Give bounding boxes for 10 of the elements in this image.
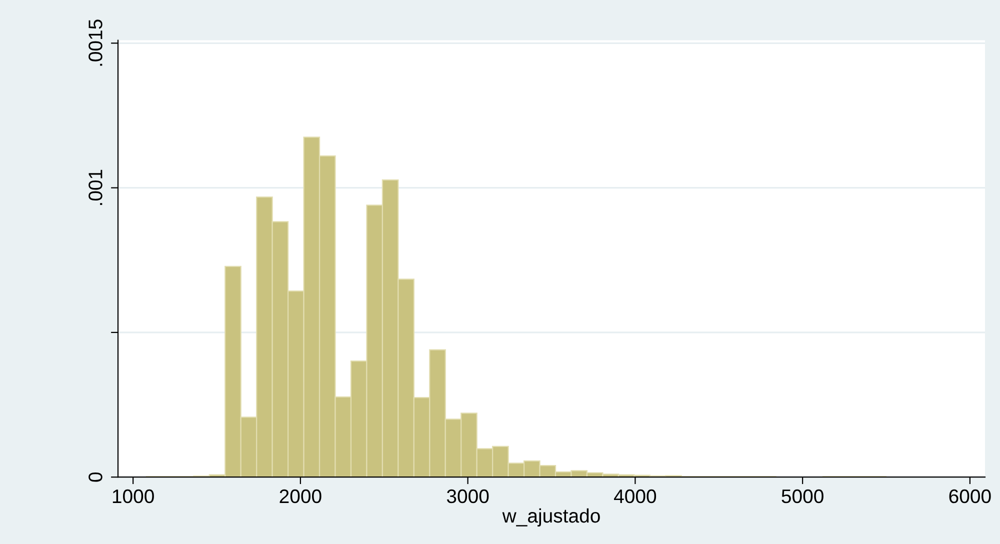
x-tick-label: 6000 bbox=[949, 489, 991, 504]
x-tick-label: 2000 bbox=[280, 489, 322, 504]
x-tick-label: 1000 bbox=[112, 489, 154, 504]
y-tick-label: .0015 bbox=[88, 20, 102, 66]
x-tick-label: 4000 bbox=[614, 489, 656, 504]
x-tick-label: 3000 bbox=[446, 489, 489, 504]
x-axis-title: w_ajustado bbox=[502, 508, 600, 527]
y-tick-label: .001 bbox=[88, 170, 102, 205]
x-tick-label: 5000 bbox=[782, 489, 824, 504]
y-tick-label: 0 bbox=[88, 472, 102, 482]
